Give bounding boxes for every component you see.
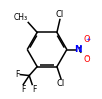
Text: CH₃: CH₃ bbox=[14, 13, 28, 22]
Text: O: O bbox=[84, 35, 90, 44]
Text: O: O bbox=[84, 55, 90, 64]
Text: F: F bbox=[32, 85, 37, 94]
Text: F: F bbox=[16, 70, 20, 79]
Text: Cl: Cl bbox=[56, 10, 64, 19]
Text: Cl: Cl bbox=[57, 79, 65, 88]
Text: N: N bbox=[74, 45, 82, 54]
Text: F: F bbox=[21, 85, 26, 94]
Text: ⁻: ⁻ bbox=[86, 55, 89, 61]
Text: +: + bbox=[86, 37, 91, 42]
